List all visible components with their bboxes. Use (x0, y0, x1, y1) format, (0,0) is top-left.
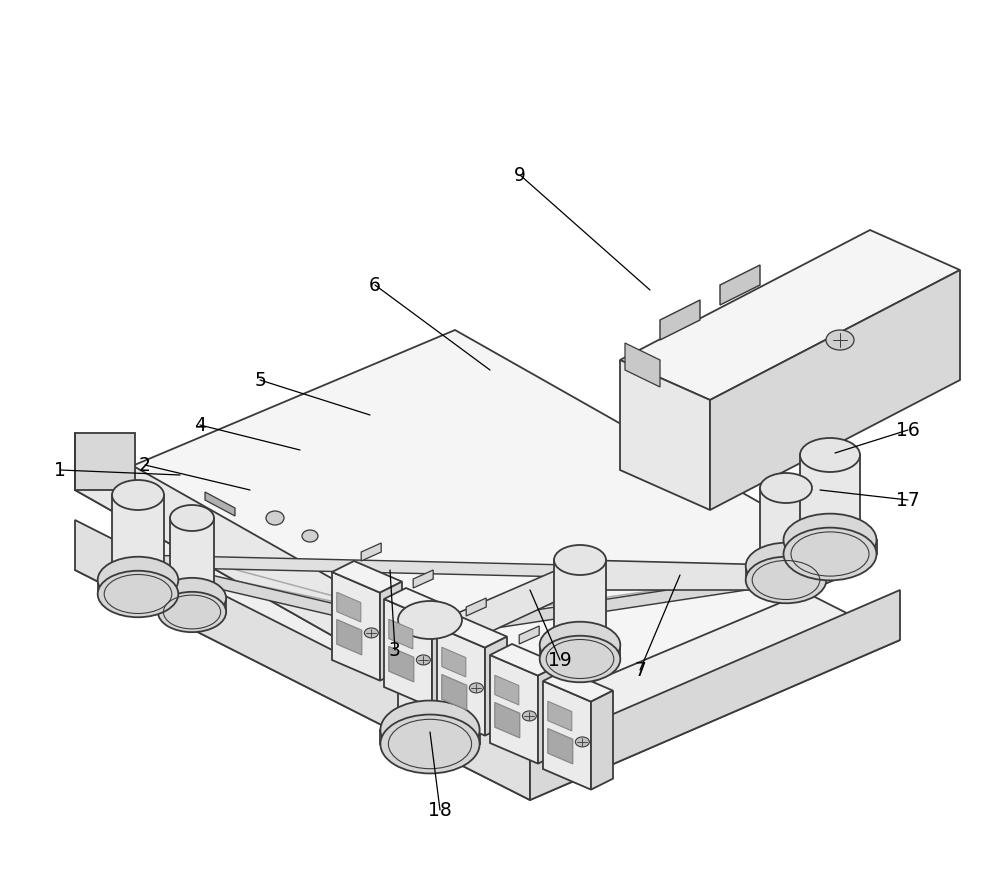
Ellipse shape (380, 701, 480, 760)
Polygon shape (591, 691, 613, 789)
Polygon shape (170, 518, 214, 598)
Polygon shape (784, 540, 876, 554)
Ellipse shape (170, 505, 214, 531)
Ellipse shape (469, 683, 483, 693)
Polygon shape (430, 560, 780, 660)
Polygon shape (75, 330, 870, 725)
Ellipse shape (760, 473, 812, 503)
Ellipse shape (575, 737, 589, 747)
Ellipse shape (540, 622, 620, 668)
Polygon shape (625, 343, 660, 387)
Polygon shape (442, 675, 467, 710)
Ellipse shape (98, 556, 178, 603)
Text: 19: 19 (548, 650, 572, 669)
Ellipse shape (266, 511, 284, 525)
Polygon shape (620, 360, 710, 510)
Text: 1: 1 (54, 461, 66, 479)
Text: 5: 5 (254, 371, 266, 390)
Polygon shape (380, 730, 480, 744)
Ellipse shape (784, 513, 876, 566)
Polygon shape (384, 588, 454, 620)
Ellipse shape (522, 711, 536, 721)
Text: 17: 17 (896, 490, 920, 510)
Ellipse shape (302, 530, 318, 542)
Ellipse shape (158, 578, 226, 618)
Ellipse shape (746, 543, 826, 590)
Polygon shape (112, 495, 164, 580)
Polygon shape (466, 598, 486, 616)
Polygon shape (158, 598, 226, 612)
Polygon shape (620, 230, 960, 400)
Polygon shape (660, 300, 700, 340)
Text: 4: 4 (194, 416, 206, 435)
Polygon shape (430, 572, 786, 638)
Ellipse shape (112, 480, 164, 510)
Polygon shape (495, 702, 520, 738)
Polygon shape (519, 626, 539, 644)
Ellipse shape (416, 655, 430, 665)
Polygon shape (389, 619, 413, 649)
Polygon shape (720, 265, 760, 305)
Polygon shape (75, 433, 490, 725)
Text: 18: 18 (428, 800, 452, 820)
Polygon shape (380, 582, 402, 681)
Polygon shape (490, 644, 560, 676)
Polygon shape (485, 637, 507, 736)
Ellipse shape (398, 601, 462, 639)
Polygon shape (138, 555, 786, 582)
Polygon shape (548, 702, 572, 731)
Polygon shape (760, 488, 812, 566)
Ellipse shape (364, 628, 378, 638)
Polygon shape (710, 270, 960, 510)
Polygon shape (800, 455, 860, 540)
Polygon shape (540, 645, 620, 659)
Polygon shape (75, 433, 135, 490)
Ellipse shape (540, 636, 620, 682)
Text: 16: 16 (896, 420, 920, 440)
Polygon shape (437, 627, 485, 736)
Polygon shape (389, 647, 414, 682)
Polygon shape (548, 728, 573, 764)
Ellipse shape (826, 330, 854, 350)
Polygon shape (530, 590, 900, 800)
Ellipse shape (800, 438, 860, 472)
Text: 6: 6 (369, 275, 381, 295)
Polygon shape (337, 619, 362, 655)
Text: 9: 9 (514, 166, 526, 185)
Ellipse shape (554, 545, 606, 575)
Polygon shape (543, 670, 613, 702)
Polygon shape (75, 520, 530, 800)
Polygon shape (98, 580, 178, 594)
Polygon shape (432, 608, 454, 708)
Polygon shape (332, 572, 380, 681)
Polygon shape (205, 492, 235, 516)
Polygon shape (442, 647, 466, 676)
Polygon shape (437, 616, 507, 648)
Text: 3: 3 (389, 641, 401, 659)
Polygon shape (398, 620, 462, 730)
Ellipse shape (380, 714, 480, 773)
Ellipse shape (746, 556, 826, 603)
Polygon shape (746, 566, 826, 580)
Polygon shape (572, 652, 592, 670)
Polygon shape (337, 592, 361, 622)
Polygon shape (490, 655, 538, 763)
Ellipse shape (98, 571, 178, 617)
Ellipse shape (158, 592, 226, 633)
Polygon shape (75, 410, 900, 800)
Polygon shape (384, 599, 432, 708)
Ellipse shape (784, 528, 876, 581)
Polygon shape (138, 558, 430, 638)
Polygon shape (538, 665, 560, 763)
Polygon shape (361, 543, 381, 561)
Polygon shape (332, 561, 402, 592)
Polygon shape (495, 676, 519, 705)
Text: 2: 2 (139, 455, 151, 475)
Polygon shape (413, 570, 433, 588)
Polygon shape (543, 681, 591, 789)
Text: 7: 7 (634, 660, 646, 679)
Polygon shape (554, 560, 606, 645)
